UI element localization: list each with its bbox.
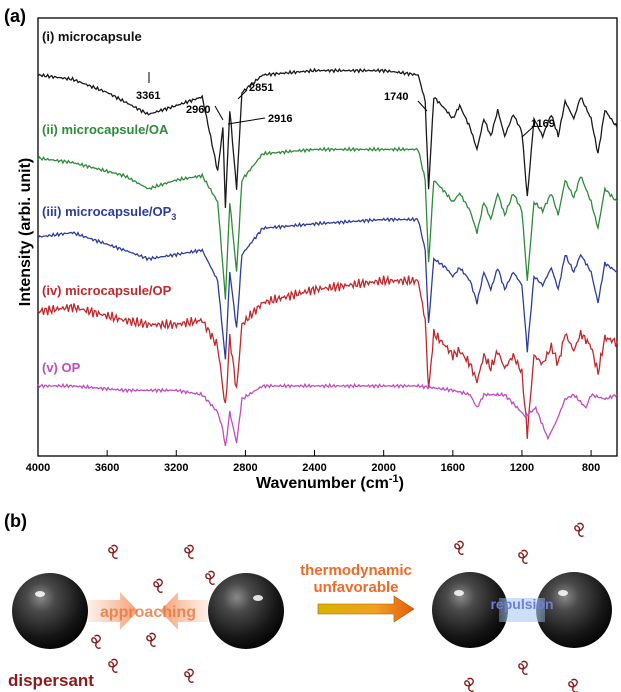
dispersant-molecule-icon xyxy=(454,540,464,555)
peak-leader-1169 xyxy=(521,126,534,138)
peak-label-2851: 2851 xyxy=(249,82,273,94)
sphere-particle-icon xyxy=(432,572,508,648)
sphere-highlight xyxy=(454,590,464,596)
sphere-particle-icon xyxy=(208,573,284,649)
x-tick-label: 3600 xyxy=(95,462,119,474)
dispersant-molecule-icon xyxy=(464,677,474,692)
approach-arrow-left xyxy=(160,592,208,630)
dispersant-label: dispersant xyxy=(8,671,94,690)
peak-leader-2916 xyxy=(227,117,266,125)
series-label-microcapsule-oa: (ii) microcapsule/OA xyxy=(42,122,169,137)
dispersant-molecule-icon xyxy=(108,658,118,673)
y-axis-title: Intensity (arbi. unit) xyxy=(17,158,34,306)
repulsion-zone xyxy=(499,598,545,622)
x-tick-label: 1200 xyxy=(510,462,534,474)
x-axis-ticks: 4000 3600 3200 2800 2400 2000 1600 1200 800 xyxy=(26,450,600,474)
x-tick-label: 3200 xyxy=(164,462,188,474)
peak-leader-2851 xyxy=(237,89,248,100)
repulsion-text: repulsion xyxy=(490,596,553,612)
sphere-highlight xyxy=(558,590,568,596)
peak-label-1169: 1169 xyxy=(531,118,555,130)
sphere-particle-icon xyxy=(536,572,612,648)
x-tick-label: 2400 xyxy=(302,462,326,474)
dispersant-molecule-icon xyxy=(184,668,194,683)
series-label-microcapsule-op: (iv) microcapsule/OP xyxy=(42,283,172,298)
approach-arrow-right xyxy=(88,592,138,630)
dispersant-molecule-icon xyxy=(518,660,528,675)
arrow-text-line2: unfavorable xyxy=(313,579,398,596)
dispersant-molecule-icon xyxy=(518,549,528,564)
spectrum-line-2 xyxy=(37,146,618,300)
dispersant-molecule-icon xyxy=(574,522,584,537)
gradient-arrow-icon xyxy=(317,595,415,623)
dispersant-molecule-icon xyxy=(153,578,163,593)
series-label-op: (v) OP xyxy=(42,360,81,375)
panel-b-label: (b) xyxy=(4,511,27,531)
sphere-particle-icon xyxy=(12,573,88,649)
dispersant-molecule-icon xyxy=(205,570,215,585)
dispersant-molecule-icon xyxy=(91,634,101,649)
sphere-highlight xyxy=(35,591,45,597)
plot-frame xyxy=(37,17,618,457)
dispersant-molecule-icon xyxy=(108,544,118,559)
x-tick-label: 1600 xyxy=(441,462,465,474)
spectrum-line-3 xyxy=(37,216,618,360)
panel-a-label: (a) xyxy=(4,6,26,26)
dispersant-molecule-icon xyxy=(568,678,578,692)
x-tick-label: 4000 xyxy=(26,462,50,474)
approaching-text: approaching xyxy=(100,604,196,621)
spectrum-line-4 xyxy=(37,274,618,439)
x-tick-label: 2800 xyxy=(233,462,257,474)
arrow-text-line1: thermodynamic xyxy=(300,562,412,579)
dispersant-molecule-icon xyxy=(146,632,156,647)
sphere-highlight xyxy=(253,595,263,601)
spectra-group xyxy=(37,67,618,447)
peak-label-2916: 2916 xyxy=(268,113,292,125)
series-label-microcapsule: (i) microcapsule xyxy=(42,29,142,44)
peak-leader-2960 xyxy=(214,105,224,121)
x-axis-title: Wavenumber (cm-1) xyxy=(256,473,404,492)
x-tick-label: 800 xyxy=(582,462,600,474)
x-tick-label: 2000 xyxy=(371,462,395,474)
spectrum-line-1 xyxy=(37,67,618,209)
peak-label-2960: 2960 xyxy=(186,104,210,116)
peak-label-3361: 3361 xyxy=(136,90,160,102)
peak-leader-1740 xyxy=(417,100,428,112)
series-label-microcapsule-op3: (iii) microcapsule/OP3 xyxy=(42,204,176,222)
spectrum-line-5 xyxy=(37,382,618,447)
peak-label-1740: 1740 xyxy=(384,91,408,103)
dispersant-molecule-icon xyxy=(184,544,194,559)
